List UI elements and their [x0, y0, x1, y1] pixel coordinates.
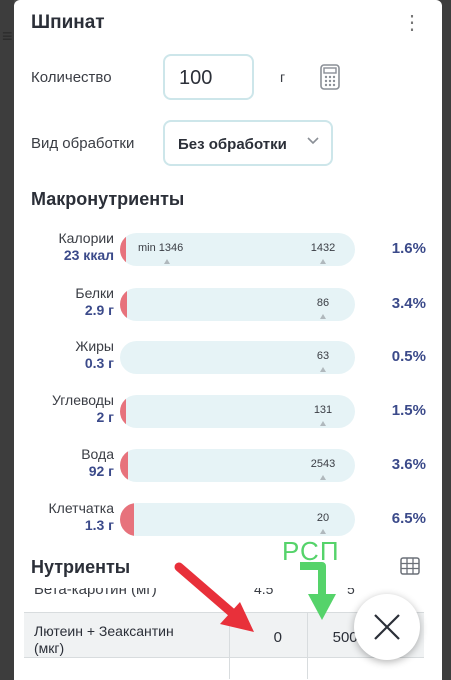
- processing-label: Вид обработки: [31, 135, 135, 152]
- macro-name: Белки: [75, 285, 114, 301]
- macro-name: Вода: [81, 446, 114, 462]
- macro-amount: 23 ккал: [63, 247, 114, 263]
- quantity-input[interactable]: 100: [163, 54, 254, 100]
- macro-progress-bar: 131: [120, 395, 355, 428]
- macro-progress-bar: 2543: [120, 449, 355, 482]
- close-icon: [374, 614, 400, 640]
- macro-row: Клетчатка 1.3 г 20 6.5%: [14, 498, 442, 548]
- rsp-tick: [320, 314, 326, 319]
- macro-row: Жиры 0.3 г 63 0.5%: [14, 336, 442, 386]
- background-menu-icon: ≡: [2, 26, 13, 46]
- close-button[interactable]: [354, 594, 420, 660]
- macro-rsp-label: 63: [316, 350, 330, 362]
- macro-progress-fill: [120, 395, 126, 428]
- nutrient-value: 4.5: [254, 588, 274, 597]
- macro-row: Белки 2.9 г 86 3.4%: [14, 283, 442, 333]
- macro-percent: 3.4%: [391, 295, 426, 312]
- nutrient-name: Лютеин + Зеаксантин (мкг): [34, 623, 174, 656]
- macro-name: Калории: [58, 230, 114, 246]
- macro-name: Углеводы: [51, 392, 114, 408]
- macro-progress-fill: [120, 288, 127, 321]
- macro-progress-bar: 20: [120, 503, 355, 536]
- macro-percent: 0.5%: [391, 348, 426, 365]
- nutrient-name: Бета-каротин (мг): [34, 588, 157, 598]
- macro-percent: 6.5%: [391, 510, 426, 527]
- processing-selected: Без обработки: [178, 136, 287, 153]
- macros-title: Макронутриенты: [31, 189, 185, 209]
- macro-percent: 3.6%: [391, 456, 426, 473]
- macro-row: Калории 23 ккал min 1346 1432 1.6%: [14, 228, 442, 278]
- macro-name: Клетчатка: [48, 500, 114, 516]
- chevron-down-icon: [307, 137, 319, 145]
- macro-percent: 1.5%: [391, 402, 426, 419]
- rsp-tick: [320, 367, 326, 372]
- annotation-rsp-label: РСП: [282, 536, 340, 566]
- macro-row: Углеводы 2 г 131 1.5%: [14, 390, 442, 440]
- macro-amount: 2.9 г: [84, 302, 114, 318]
- product-panel: Шпинат ⋮ Количество 100 г Вид обработки …: [14, 0, 442, 680]
- macro-rsp-label: 2543: [310, 458, 336, 470]
- table-grid-icon[interactable]: [400, 557, 420, 575]
- rsp-tick: [320, 421, 326, 426]
- column-divider: [229, 613, 230, 679]
- quantity-label: Количество: [31, 69, 112, 86]
- rsp-tick: [320, 529, 326, 534]
- macro-amount: 2 г: [96, 409, 114, 425]
- calculator-icon[interactable]: [320, 64, 340, 90]
- background-app-left: ≡: [0, 0, 14, 680]
- macro-progress-bar: 63: [120, 341, 355, 374]
- quantity-unit: г: [280, 69, 286, 85]
- macro-progress-fill: [120, 503, 134, 536]
- macro-progress-bar: 86: [120, 288, 355, 321]
- macro-rsp-label: 20: [316, 512, 330, 524]
- macro-progress-fill: [120, 233, 126, 266]
- macro-percent: 1.6%: [391, 240, 426, 257]
- macro-rsp-label: 86: [316, 297, 330, 309]
- macro-rsp-label: 131: [313, 404, 333, 416]
- macro-amount: 92 г: [88, 463, 114, 479]
- rsp-tick: [320, 475, 326, 480]
- macro-amount: 1.3 г: [84, 517, 114, 533]
- table-row: Бета-каротин (мг) 4.5 5: [14, 588, 442, 610]
- product-title: Шпинат: [31, 12, 105, 33]
- rsp-tick: [320, 259, 326, 264]
- macro-min-label: min 1346: [138, 242, 184, 254]
- nutrient-value: 0: [273, 629, 282, 646]
- processing-select[interactable]: Без обработки: [163, 120, 333, 166]
- macro-progress-bar: min 1346 1432: [120, 233, 355, 266]
- macro-name: Жиры: [75, 338, 114, 354]
- kebab-menu-icon[interactable]: ⋮: [402, 12, 422, 34]
- macro-amount: 0.3 г: [84, 355, 114, 371]
- nutrients-title: Нутриенты: [31, 557, 131, 577]
- column-divider: [307, 613, 308, 679]
- macro-progress-fill: [120, 449, 128, 482]
- nutrient-rsp: 5: [347, 588, 355, 597]
- macro-rsp-label: 1432: [310, 242, 336, 254]
- min-tick: [164, 259, 170, 264]
- macro-row: Вода 92 г 2543 3.6%: [14, 444, 442, 494]
